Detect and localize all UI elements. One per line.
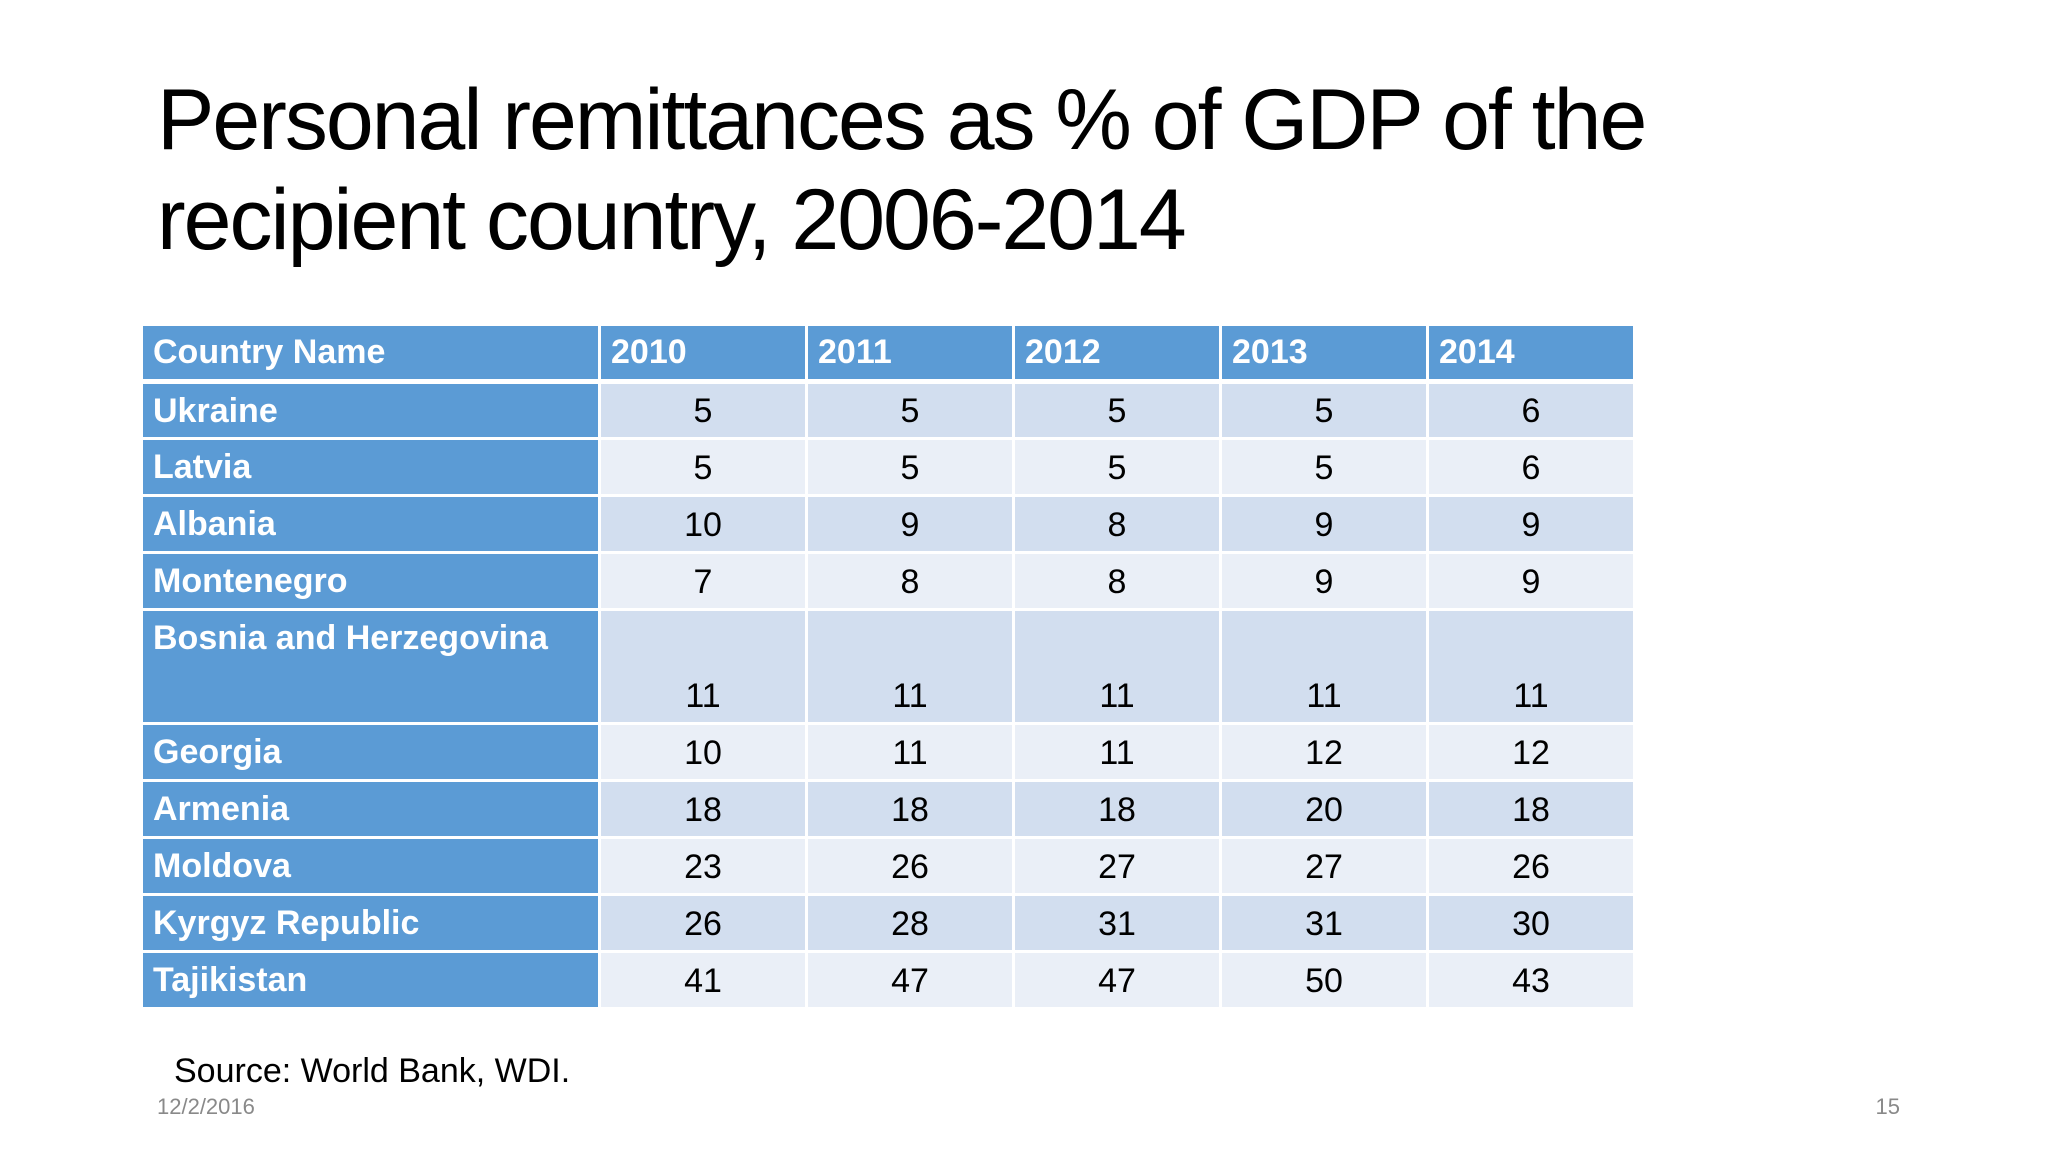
value-cell: 26 — [1426, 836, 1636, 896]
value-cell: 30 — [1426, 893, 1636, 953]
table-row: Latvia 5 5 5 5 6 — [140, 437, 1636, 497]
header-year-2014: 2014 — [1426, 323, 1636, 384]
header-year-2013: 2013 — [1219, 323, 1429, 384]
value-cell: 8 — [1012, 551, 1222, 611]
table-row: Montenegro 7 8 8 9 9 — [140, 551, 1636, 611]
value-cell: 10 — [598, 494, 808, 554]
value-cell: 9 — [1219, 494, 1429, 554]
value-cell: 5 — [1012, 437, 1222, 497]
table-row: Tajikistan 41 47 47 50 43 — [140, 950, 1636, 1010]
country-name: Tajikistan — [140, 950, 601, 1010]
value-cell: 5 — [805, 437, 1015, 497]
table-row: Georgia 10 11 11 12 12 — [140, 722, 1636, 782]
page-number: 15 — [1875, 1094, 1900, 1119]
country-name: Albania — [140, 494, 601, 554]
value-cell: 31 — [1012, 893, 1222, 953]
value-cell: 5 — [1012, 380, 1222, 440]
value-cell: 6 — [1426, 437, 1636, 497]
table-row: Ukraine 5 5 5 5 6 — [140, 380, 1636, 440]
value-cell: 20 — [1219, 779, 1429, 839]
value-cell: 23 — [598, 836, 808, 896]
value-cell: 27 — [1219, 836, 1429, 896]
table-row: Moldova 23 26 27 27 26 — [140, 836, 1636, 896]
value-cell: 31 — [1219, 893, 1429, 953]
value-cell: 43 — [1426, 950, 1636, 1010]
value-cell: 5 — [1219, 437, 1429, 497]
country-name: Montenegro — [140, 551, 601, 611]
value-cell: 11 — [598, 608, 808, 725]
value-cell: 11 — [1219, 608, 1429, 725]
value-cell: 11 — [1426, 608, 1636, 725]
value-cell: 9 — [1426, 551, 1636, 611]
country-name: Armenia — [140, 779, 601, 839]
value-cell: 11 — [805, 608, 1015, 725]
value-cell: 26 — [598, 893, 808, 953]
title-line-1: Personal remittances as % of GDP of the — [157, 72, 1647, 168]
header-year-2010: 2010 — [598, 323, 808, 384]
header-year-2011: 2011 — [805, 323, 1015, 384]
value-cell: 11 — [805, 722, 1015, 782]
title-line-2: recipient country, 2006-2014 — [157, 172, 1187, 268]
country-name: Georgia — [140, 722, 601, 782]
slide-date: 12/2/2016 — [157, 1094, 255, 1119]
value-cell: 50 — [1219, 950, 1429, 1010]
value-cell: 5 — [1219, 380, 1429, 440]
value-cell: 8 — [805, 551, 1015, 611]
value-cell: 7 — [598, 551, 808, 611]
value-cell: 10 — [598, 722, 808, 782]
value-cell: 18 — [598, 779, 808, 839]
value-cell: 11 — [1012, 722, 1222, 782]
value-cell: 47 — [1012, 950, 1222, 1010]
table-header-row: Country Name 2010 2011 2012 2013 2014 — [140, 323, 1636, 384]
value-cell: 5 — [598, 380, 808, 440]
table-row: Armenia 18 18 18 20 18 — [140, 779, 1636, 839]
value-cell: 5 — [598, 437, 808, 497]
value-cell: 18 — [805, 779, 1015, 839]
value-cell: 28 — [805, 893, 1015, 953]
value-cell: 18 — [1426, 779, 1636, 839]
country-name: Latvia — [140, 437, 601, 497]
country-name: Ukraine — [140, 380, 601, 440]
value-cell: 18 — [1012, 779, 1222, 839]
value-cell: 8 — [1012, 494, 1222, 554]
slide-title: Personal remittances as % of GDP of the … — [157, 70, 1757, 270]
country-name: Kyrgyz Republic — [140, 893, 601, 953]
value-cell: 6 — [1426, 380, 1636, 440]
header-year-2012: 2012 — [1012, 323, 1222, 384]
country-name: Moldova — [140, 836, 601, 896]
value-cell: 12 — [1426, 722, 1636, 782]
remittances-table: Country Name 2010 2011 2012 2013 2014 Uk… — [140, 323, 1636, 1010]
value-cell: 9 — [1426, 494, 1636, 554]
value-cell: 9 — [805, 494, 1015, 554]
table-row: Bosnia and Herzegovina 11 11 11 11 11 — [140, 608, 1636, 725]
value-cell: 5 — [805, 380, 1015, 440]
value-cell: 41 — [598, 950, 808, 1010]
table-row: Kyrgyz Republic 26 28 31 31 30 — [140, 893, 1636, 953]
value-cell: 26 — [805, 836, 1015, 896]
value-cell: 27 — [1012, 836, 1222, 896]
table-row: Albania 10 9 8 9 9 — [140, 494, 1636, 554]
header-country-name: Country Name — [140, 323, 601, 384]
value-cell: 12 — [1219, 722, 1429, 782]
source-note: Source: World Bank, WDI. — [174, 1052, 571, 1090]
country-name: Bosnia and Herzegovina — [140, 608, 601, 725]
value-cell: 9 — [1219, 551, 1429, 611]
value-cell: 47 — [805, 950, 1015, 1010]
value-cell: 11 — [1012, 608, 1222, 725]
